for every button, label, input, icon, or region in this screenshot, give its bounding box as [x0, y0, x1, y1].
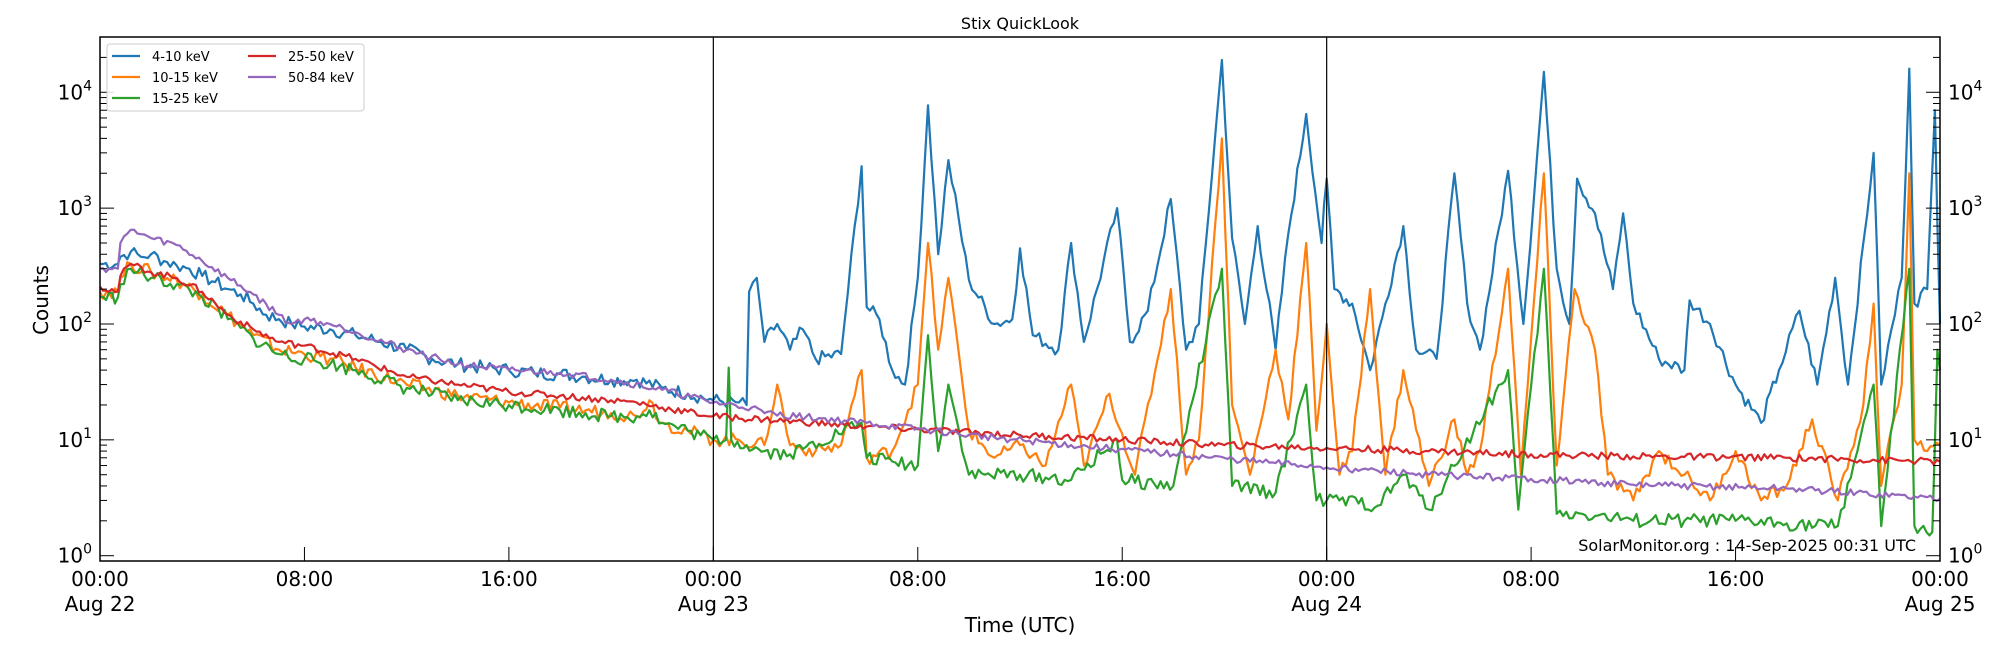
timestamp-annotation: SolarMonitor.org : 14-Sep-2025 00:31 UTC — [1578, 536, 1916, 555]
y-tick-label: 103 — [58, 194, 92, 220]
x-tick-date-label: Aug 24 — [1291, 592, 1362, 616]
legend-entry-label: 50-84 keV — [288, 71, 354, 86]
y-tick-label: 104 — [58, 78, 92, 104]
x-tick-label: 16:00 — [1707, 567, 1765, 591]
legend-entry-label: 10-15 keV — [152, 71, 218, 86]
x-tick-label: 08:00 — [1502, 567, 1560, 591]
x-tick-label: 08:00 — [889, 567, 947, 591]
series-line-50-84-kev — [99, 228, 1941, 502]
x-tick-label: 00:00 — [71, 567, 129, 591]
series-line-10-15-kev — [98, 137, 1941, 502]
y-tick-label: 101 — [58, 426, 92, 452]
x-tick-label: 00:00 — [685, 567, 743, 591]
y-tick-label-right: 101 — [1948, 426, 1982, 452]
y-tick-label-right: 102 — [1948, 310, 1982, 336]
legend-entry-label: 4-10 keV — [152, 50, 210, 65]
y-tick-label: 100 — [58, 542, 92, 568]
legend-entry-label: 25-50 keV — [288, 50, 354, 65]
x-tick-date-label: Aug 23 — [678, 592, 749, 616]
y-tick-label: 102 — [58, 310, 92, 336]
y-tick-label-right: 104 — [1948, 78, 1982, 104]
x-tick-date-label: Aug 22 — [65, 592, 136, 616]
series-line-25-50-kev — [99, 262, 1941, 466]
legend-entry-label: 15-25 keV — [152, 92, 218, 107]
x-tick-label: 00:00 — [1911, 567, 1969, 591]
y-tick-label-right: 103 — [1948, 194, 1982, 220]
plot-frame — [99, 36, 1941, 562]
series-line-15-25-kev — [99, 266, 1942, 537]
series-line-4-10-kev — [99, 58, 1942, 424]
x-tick-label: 16:00 — [480, 567, 538, 591]
legend: 4-10 keV 10-15 keV 15-25 keV 25-50 keV 50-84… — [106, 43, 365, 112]
x-tick-label: 16:00 — [1093, 567, 1151, 591]
x-tick-label: 08:00 — [276, 567, 334, 591]
x-axis-label: Time (UTC) — [964, 613, 1076, 637]
y-tick-label-right: 100 — [1948, 542, 1982, 568]
x-tick-date-label: Aug 25 — [1905, 592, 1976, 616]
chart-title: Stix QuickLook — [961, 14, 1080, 33]
legend-box — [106, 43, 365, 112]
day-boundary-lines — [712, 37, 1328, 561]
x-tick-label: 00:00 — [1298, 567, 1356, 591]
series-layer — [98, 58, 1942, 537]
y-axis-label: Counts — [29, 265, 53, 335]
